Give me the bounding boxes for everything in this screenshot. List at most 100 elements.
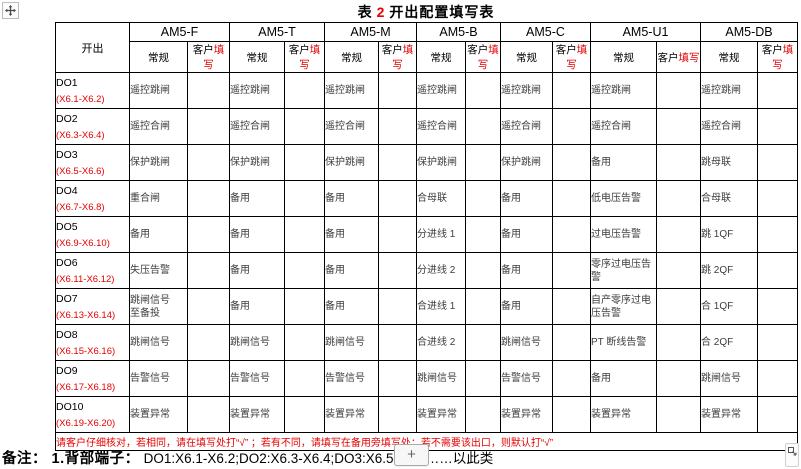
customer-fill-cell[interactable] — [465, 324, 501, 361]
value-cell: 装置异常 — [590, 396, 657, 433]
customer-fill-cell[interactable] — [757, 324, 798, 361]
customer-fill-cell[interactable] — [552, 216, 591, 253]
customer-fill-cell[interactable] — [378, 252, 417, 289]
value-cell: 分进线 2 — [416, 252, 466, 289]
customer-fill-cell[interactable] — [656, 72, 701, 109]
value-cell: 备用 — [500, 288, 553, 325]
customer-fill-cell[interactable] — [656, 288, 701, 325]
customer-fill-cell[interactable] — [284, 396, 325, 433]
customer-fill-cell[interactable] — [552, 288, 591, 325]
customer-fill-cell[interactable] — [378, 144, 417, 181]
customer-fill-cell[interactable] — [465, 108, 501, 145]
customer-fill-cell[interactable] — [757, 360, 798, 397]
customer-fill-cell[interactable] — [378, 324, 417, 361]
customer-fill-cell[interactable] — [465, 396, 501, 433]
customer-fill-cell[interactable] — [187, 288, 230, 325]
customer-fill-cell[interactable] — [552, 324, 591, 361]
customer-fill-cell[interactable] — [757, 216, 798, 253]
customer-fill-cell[interactable] — [465, 144, 501, 181]
customer-fill-cell[interactable] — [552, 108, 591, 145]
customer-fill-cell[interactable] — [378, 288, 417, 325]
customer-fill-cell[interactable] — [656, 180, 701, 217]
customer-fill-cell[interactable] — [378, 180, 417, 217]
output-cell: DO8 (X6.15-X6.16) — [55, 324, 130, 361]
value-cell: 跳闸信号 — [324, 324, 379, 361]
customer-fill-cell[interactable] — [284, 216, 325, 253]
subheader-normal: 常规 — [590, 41, 657, 73]
table-move-handle[interactable] — [2, 2, 19, 19]
customer-fill-cell[interactable] — [284, 72, 325, 109]
customer-fill-cell[interactable] — [465, 360, 501, 397]
customer-fill-cell[interactable] — [552, 252, 591, 289]
customer-fill-cell[interactable] — [656, 216, 701, 253]
value-cell: 合母联 — [416, 180, 466, 217]
customer-fill-cell[interactable] — [465, 252, 501, 289]
customer-fill-cell[interactable] — [187, 72, 230, 109]
customer-fill-cell[interactable] — [656, 252, 701, 289]
customer-fill-cell[interactable] — [378, 72, 417, 109]
subheader-customer-fill: 客户填写 — [656, 41, 701, 73]
value-cell: 遥控跳闸 — [500, 72, 553, 109]
do-id: DO1 — [56, 76, 78, 89]
customer-fill-cell[interactable] — [552, 180, 591, 217]
subheader-customer-fill: 客户填写 — [187, 41, 230, 73]
output-config-table: 开出 AM5-F AM5-T AM5-M AM5-B AM5-C AM5-U1 AM5-DB … — [55, 22, 798, 451]
subheader-customer-fill: 客户填写 — [757, 41, 798, 73]
customer-fill-cell[interactable] — [187, 396, 230, 433]
customer-fill-cell[interactable] — [656, 396, 701, 433]
value-cell: 遥控合闸 — [500, 108, 553, 145]
subheader-customer-fill: 客户填写 — [552, 41, 591, 73]
value-cell: 保护跳闸 — [229, 144, 285, 181]
customer-fill-cell[interactable] — [465, 72, 501, 109]
table-row: DO5 (X6.9-X6.10) 备用 备用 备用 分进线 1 备用 过电压告警跳 1QF — [55, 216, 798, 253]
customer-fill-cell[interactable] — [465, 216, 501, 253]
customer-fill-cell[interactable] — [284, 108, 325, 145]
customer-fill-cell[interactable] — [465, 180, 501, 217]
terminal-range: (X6.17-X6.18) — [56, 381, 116, 393]
customer-fill-cell[interactable] — [757, 144, 798, 181]
table-row: DO9 (X6.17-X6.18) 告警信号 告警信号 告警信号 跳闸信号 告警信号 备用 跳闸… — [55, 360, 798, 397]
customer-fill-cell[interactable] — [656, 144, 701, 181]
customer-fill-cell[interactable] — [757, 396, 798, 433]
value-cell: 跳 2QF — [700, 252, 758, 289]
customer-fill-cell[interactable] — [187, 360, 230, 397]
customer-fill-cell[interactable] — [656, 108, 701, 145]
group-header-row: 开出 AM5-F AM5-T AM5-M AM5-B AM5-C AM5-U1 AM5-DB — [55, 22, 798, 73]
value-cell: 跳闸信号 — [416, 360, 466, 397]
customer-fill-cell[interactable] — [284, 288, 325, 325]
customer-fill-cell[interactable] — [284, 360, 325, 397]
customer-fill-cell[interactable] — [284, 324, 325, 361]
customer-fill-cell[interactable] — [757, 72, 798, 109]
customer-fill-cell[interactable] — [378, 396, 417, 433]
subheader-customer-fill: 客户填写 — [465, 41, 501, 73]
do-id: DO5 — [56, 220, 78, 233]
customer-fill-cell[interactable] — [552, 72, 591, 109]
customer-fill-cell[interactable] — [187, 108, 230, 145]
customer-fill-cell[interactable] — [656, 324, 701, 361]
customer-fill-cell[interactable] — [552, 396, 591, 433]
customer-fill-cell[interactable] — [187, 216, 230, 253]
customer-fill-cell[interactable] — [757, 180, 798, 217]
customer-fill-cell[interactable] — [552, 144, 591, 181]
customer-fill-cell[interactable] — [465, 288, 501, 325]
subheader-normal: 常规 — [129, 41, 188, 73]
customer-fill-cell[interactable] — [757, 288, 798, 325]
customer-fill-cell[interactable] — [284, 252, 325, 289]
customer-fill-cell[interactable] — [284, 144, 325, 181]
customer-fill-cell[interactable] — [187, 180, 230, 217]
customer-fill-cell[interactable] — [378, 360, 417, 397]
customer-fill-cell[interactable] — [757, 252, 798, 289]
table-resize-handle[interactable] — [785, 443, 799, 467]
customer-fill-cell[interactable] — [187, 324, 230, 361]
customer-fill-cell[interactable] — [378, 216, 417, 253]
customer-fill-cell[interactable] — [378, 108, 417, 145]
customer-fill-cell[interactable] — [187, 144, 230, 181]
customer-fill-cell[interactable] — [656, 360, 701, 397]
terminal-range: (X6.3-X6.4) — [56, 129, 105, 141]
customer-fill-cell[interactable] — [284, 180, 325, 217]
add-button[interactable]: + — [394, 444, 429, 466]
customer-fill-cell[interactable] — [552, 360, 591, 397]
value-cell: 告警信号 — [129, 360, 188, 397]
customer-fill-cell[interactable] — [187, 252, 230, 289]
customer-fill-cell[interactable] — [757, 108, 798, 145]
